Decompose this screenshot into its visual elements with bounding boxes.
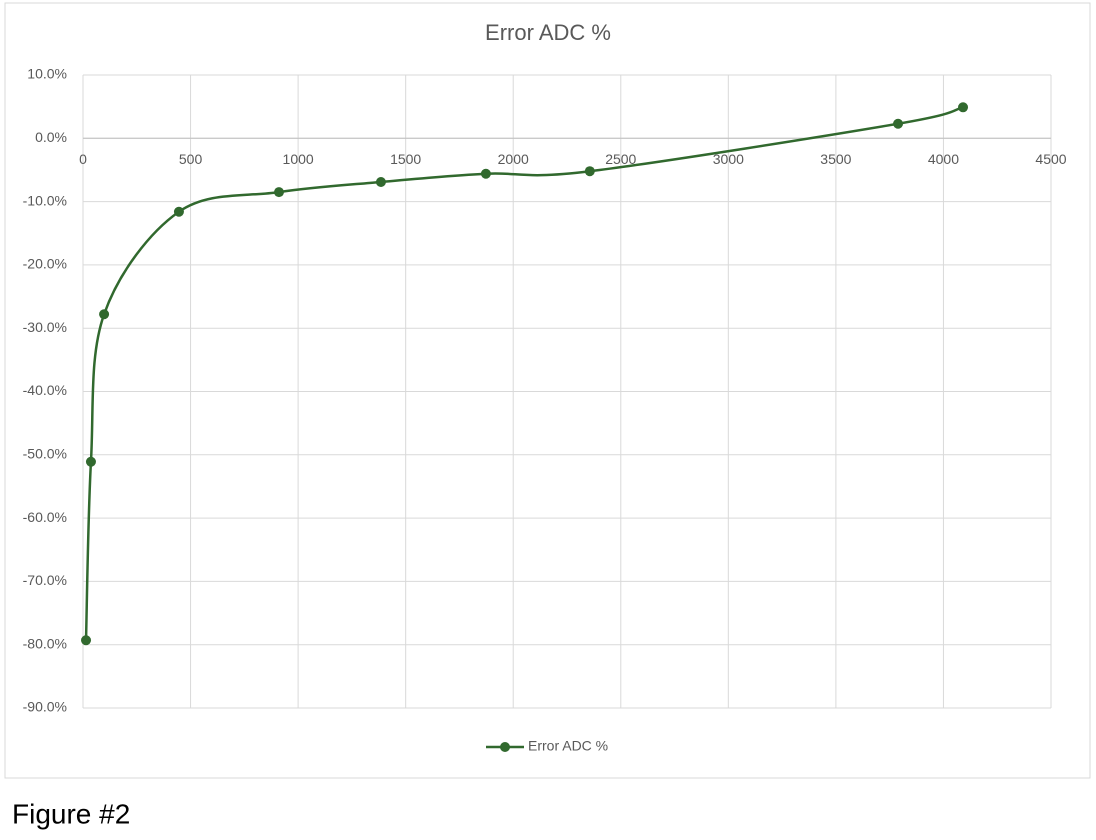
data-point <box>375 176 386 187</box>
chart-title: Error ADC % <box>485 20 611 45</box>
x-tick-label: 500 <box>179 151 203 167</box>
y-tick-label: -30.0% <box>23 319 67 335</box>
x-tick-label: 2000 <box>498 151 529 167</box>
y-tick-label: -40.0% <box>23 382 67 398</box>
x-tick-label: 1500 <box>390 151 421 167</box>
y-tick-label: 0.0% <box>35 129 67 145</box>
data-point <box>893 118 904 129</box>
x-tick-label: 0 <box>79 151 87 167</box>
y-tick-label: 10.0% <box>27 66 67 82</box>
data-point <box>99 309 110 320</box>
y-tick-label: -80.0% <box>23 635 67 651</box>
data-point <box>584 166 595 177</box>
y-tick-label: -20.0% <box>23 256 67 272</box>
data-point <box>273 187 284 198</box>
x-tick-label: 3500 <box>820 151 851 167</box>
x-tick-label: 4000 <box>928 151 959 167</box>
x-tick-label: 3000 <box>713 151 744 167</box>
y-tick-label: -60.0% <box>23 509 67 525</box>
legend-marker <box>500 742 510 752</box>
chart-area <box>4 2 1091 779</box>
data-point <box>480 168 491 179</box>
y-tick-label: -50.0% <box>23 446 67 462</box>
data-point <box>81 635 92 646</box>
y-tick-label: -10.0% <box>23 192 67 208</box>
data-point <box>958 102 969 113</box>
legend-label: Error ADC % <box>528 738 608 754</box>
x-tick-label: 1000 <box>283 151 314 167</box>
data-point <box>85 456 96 467</box>
x-tick-label: 2500 <box>605 151 636 167</box>
data-point <box>173 206 184 217</box>
x-tick-label: 4500 <box>1035 151 1066 167</box>
y-tick-label: -90.0% <box>23 699 67 715</box>
y-tick-label: -70.0% <box>23 572 67 588</box>
figure-caption: Figure #2 <box>12 798 130 829</box>
series-line <box>84 106 964 641</box>
